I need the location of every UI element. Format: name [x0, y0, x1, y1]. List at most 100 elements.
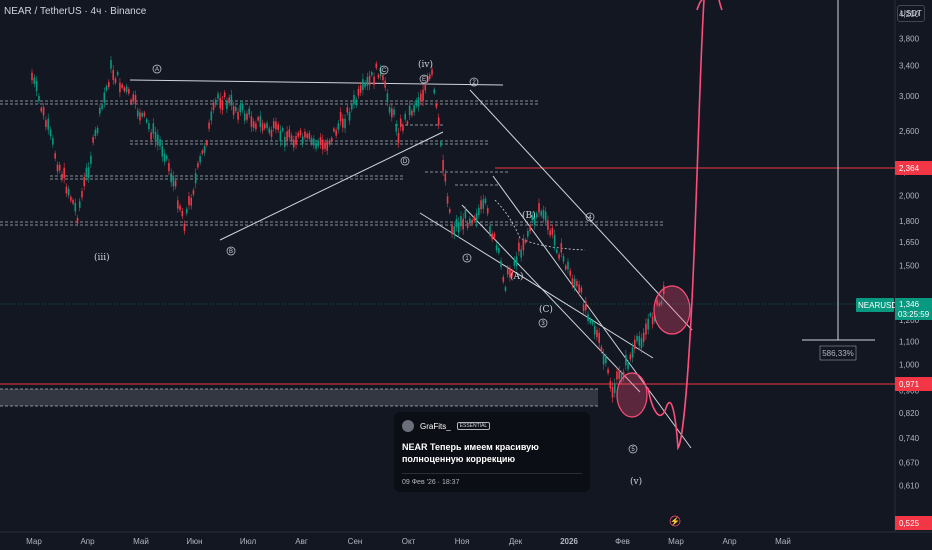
candle-body	[125, 86, 128, 92]
x-tick-label: 2026	[560, 537, 578, 546]
candle-body	[377, 74, 380, 78]
candle-body	[237, 111, 239, 120]
candle-body	[40, 107, 43, 112]
candle-body	[549, 230, 551, 236]
y-tick-label: 4,200	[899, 10, 920, 19]
candle-body	[466, 222, 469, 228]
avatar[interactable]	[402, 420, 414, 432]
y-tick-label: 1,200	[899, 316, 920, 325]
candle-body	[457, 222, 460, 233]
candle-body	[101, 105, 103, 109]
candle-body	[208, 122, 210, 129]
candle-body	[235, 107, 237, 112]
candle-body	[627, 363, 629, 370]
candle-body	[170, 173, 172, 183]
candle-body	[94, 129, 97, 137]
candle-body	[90, 155, 92, 164]
post-divider	[402, 473, 582, 474]
candle-body	[266, 123, 268, 129]
candle-body	[47, 118, 50, 130]
candle-body	[493, 233, 496, 238]
candle-body	[498, 248, 500, 253]
demand-zone	[0, 389, 598, 406]
wave-label-iii: (iii)	[94, 252, 110, 263]
x-tick-label: Мар	[668, 537, 684, 546]
candle-body	[660, 301, 663, 305]
candle-body	[596, 329, 598, 338]
candle-body	[600, 346, 603, 352]
candle-body	[373, 76, 375, 85]
candle-body	[587, 314, 589, 321]
candle-body	[495, 245, 498, 251]
candle-body	[366, 77, 369, 86]
candle-body	[54, 153, 56, 159]
wave-label-sA: (A)	[510, 271, 524, 282]
candle-body	[404, 114, 406, 120]
candle-body	[569, 270, 572, 276]
x-tick-label: Июл	[240, 537, 257, 546]
candle-body	[70, 196, 72, 201]
candle-body	[411, 110, 413, 116]
candle-body	[469, 218, 471, 224]
idea-post-card[interactable]: GraFits_ ESSENTIAL NEAR Теперь имеем кра…	[394, 412, 590, 492]
circle-label-5: 5	[631, 447, 635, 453]
candle-body	[201, 150, 204, 154]
candle-body	[243, 113, 246, 121]
candle-body	[406, 121, 409, 125]
candle-body	[257, 117, 259, 121]
price-axis[interactable]: 4,2003,8003,4003,0002,6002,2002,0001,800…	[899, 10, 920, 490]
candle-body	[295, 136, 297, 145]
candle-body	[286, 131, 288, 142]
candle-body	[571, 278, 574, 286]
x-tick-label: Ноя	[455, 537, 470, 546]
candle-body	[228, 97, 230, 104]
candle-body	[428, 74, 431, 79]
circle-label-C: C	[382, 68, 387, 74]
candle-body	[121, 84, 123, 88]
level-high-badge	[895, 161, 932, 175]
candle-body	[78, 201, 81, 208]
candle-body	[636, 335, 638, 342]
candle-body	[342, 118, 344, 128]
candle-body	[219, 97, 222, 109]
time-axis[interactable]: Мар Апр Май Июн Июл Авг Сен Окт Ноя Дек 2026 Фев Мар…	[26, 537, 791, 546]
candle-body	[128, 89, 130, 94]
y-tick-label: 0,740	[899, 434, 920, 443]
candle-body	[150, 132, 152, 140]
x-tick-label: Апр	[722, 537, 737, 546]
candle-body	[391, 108, 393, 118]
post-author[interactable]: GraFits_	[420, 421, 451, 431]
candle-body	[547, 220, 549, 230]
candle-body	[382, 75, 384, 81]
candle-body	[553, 234, 556, 246]
level-high-value: 2,364	[899, 164, 920, 173]
candle-body	[306, 133, 308, 138]
candle-body	[210, 111, 213, 121]
y-tick-label: 1,100	[899, 337, 920, 346]
candle-body	[321, 139, 324, 150]
candle-body	[435, 103, 438, 108]
circle-label-A: A	[155, 67, 159, 73]
candle-body	[446, 196, 449, 204]
wave-label-sC: (C)	[539, 304, 553, 315]
candle-body	[593, 325, 596, 335]
candle-body	[368, 75, 371, 86]
level-low-value: 0,971	[899, 380, 920, 389]
candle-body	[214, 99, 217, 105]
candle-body	[239, 104, 242, 113]
y-tick-label: 0,820	[899, 409, 920, 418]
candle-body	[157, 134, 159, 146]
candle-body	[270, 129, 273, 137]
candle-body	[509, 269, 511, 278]
candle-body	[462, 218, 464, 230]
candle-body	[319, 137, 322, 146]
target-ellipse	[653, 285, 691, 335]
x-tick-label: Май	[133, 537, 149, 546]
candle-body	[217, 93, 219, 99]
y-tick-label: 1,650	[899, 238, 920, 247]
currency-selector[interactable]: USDT	[897, 5, 925, 22]
candle-body	[308, 133, 311, 139]
x-tick-label: Дек	[509, 537, 523, 546]
candle-body	[297, 132, 300, 137]
